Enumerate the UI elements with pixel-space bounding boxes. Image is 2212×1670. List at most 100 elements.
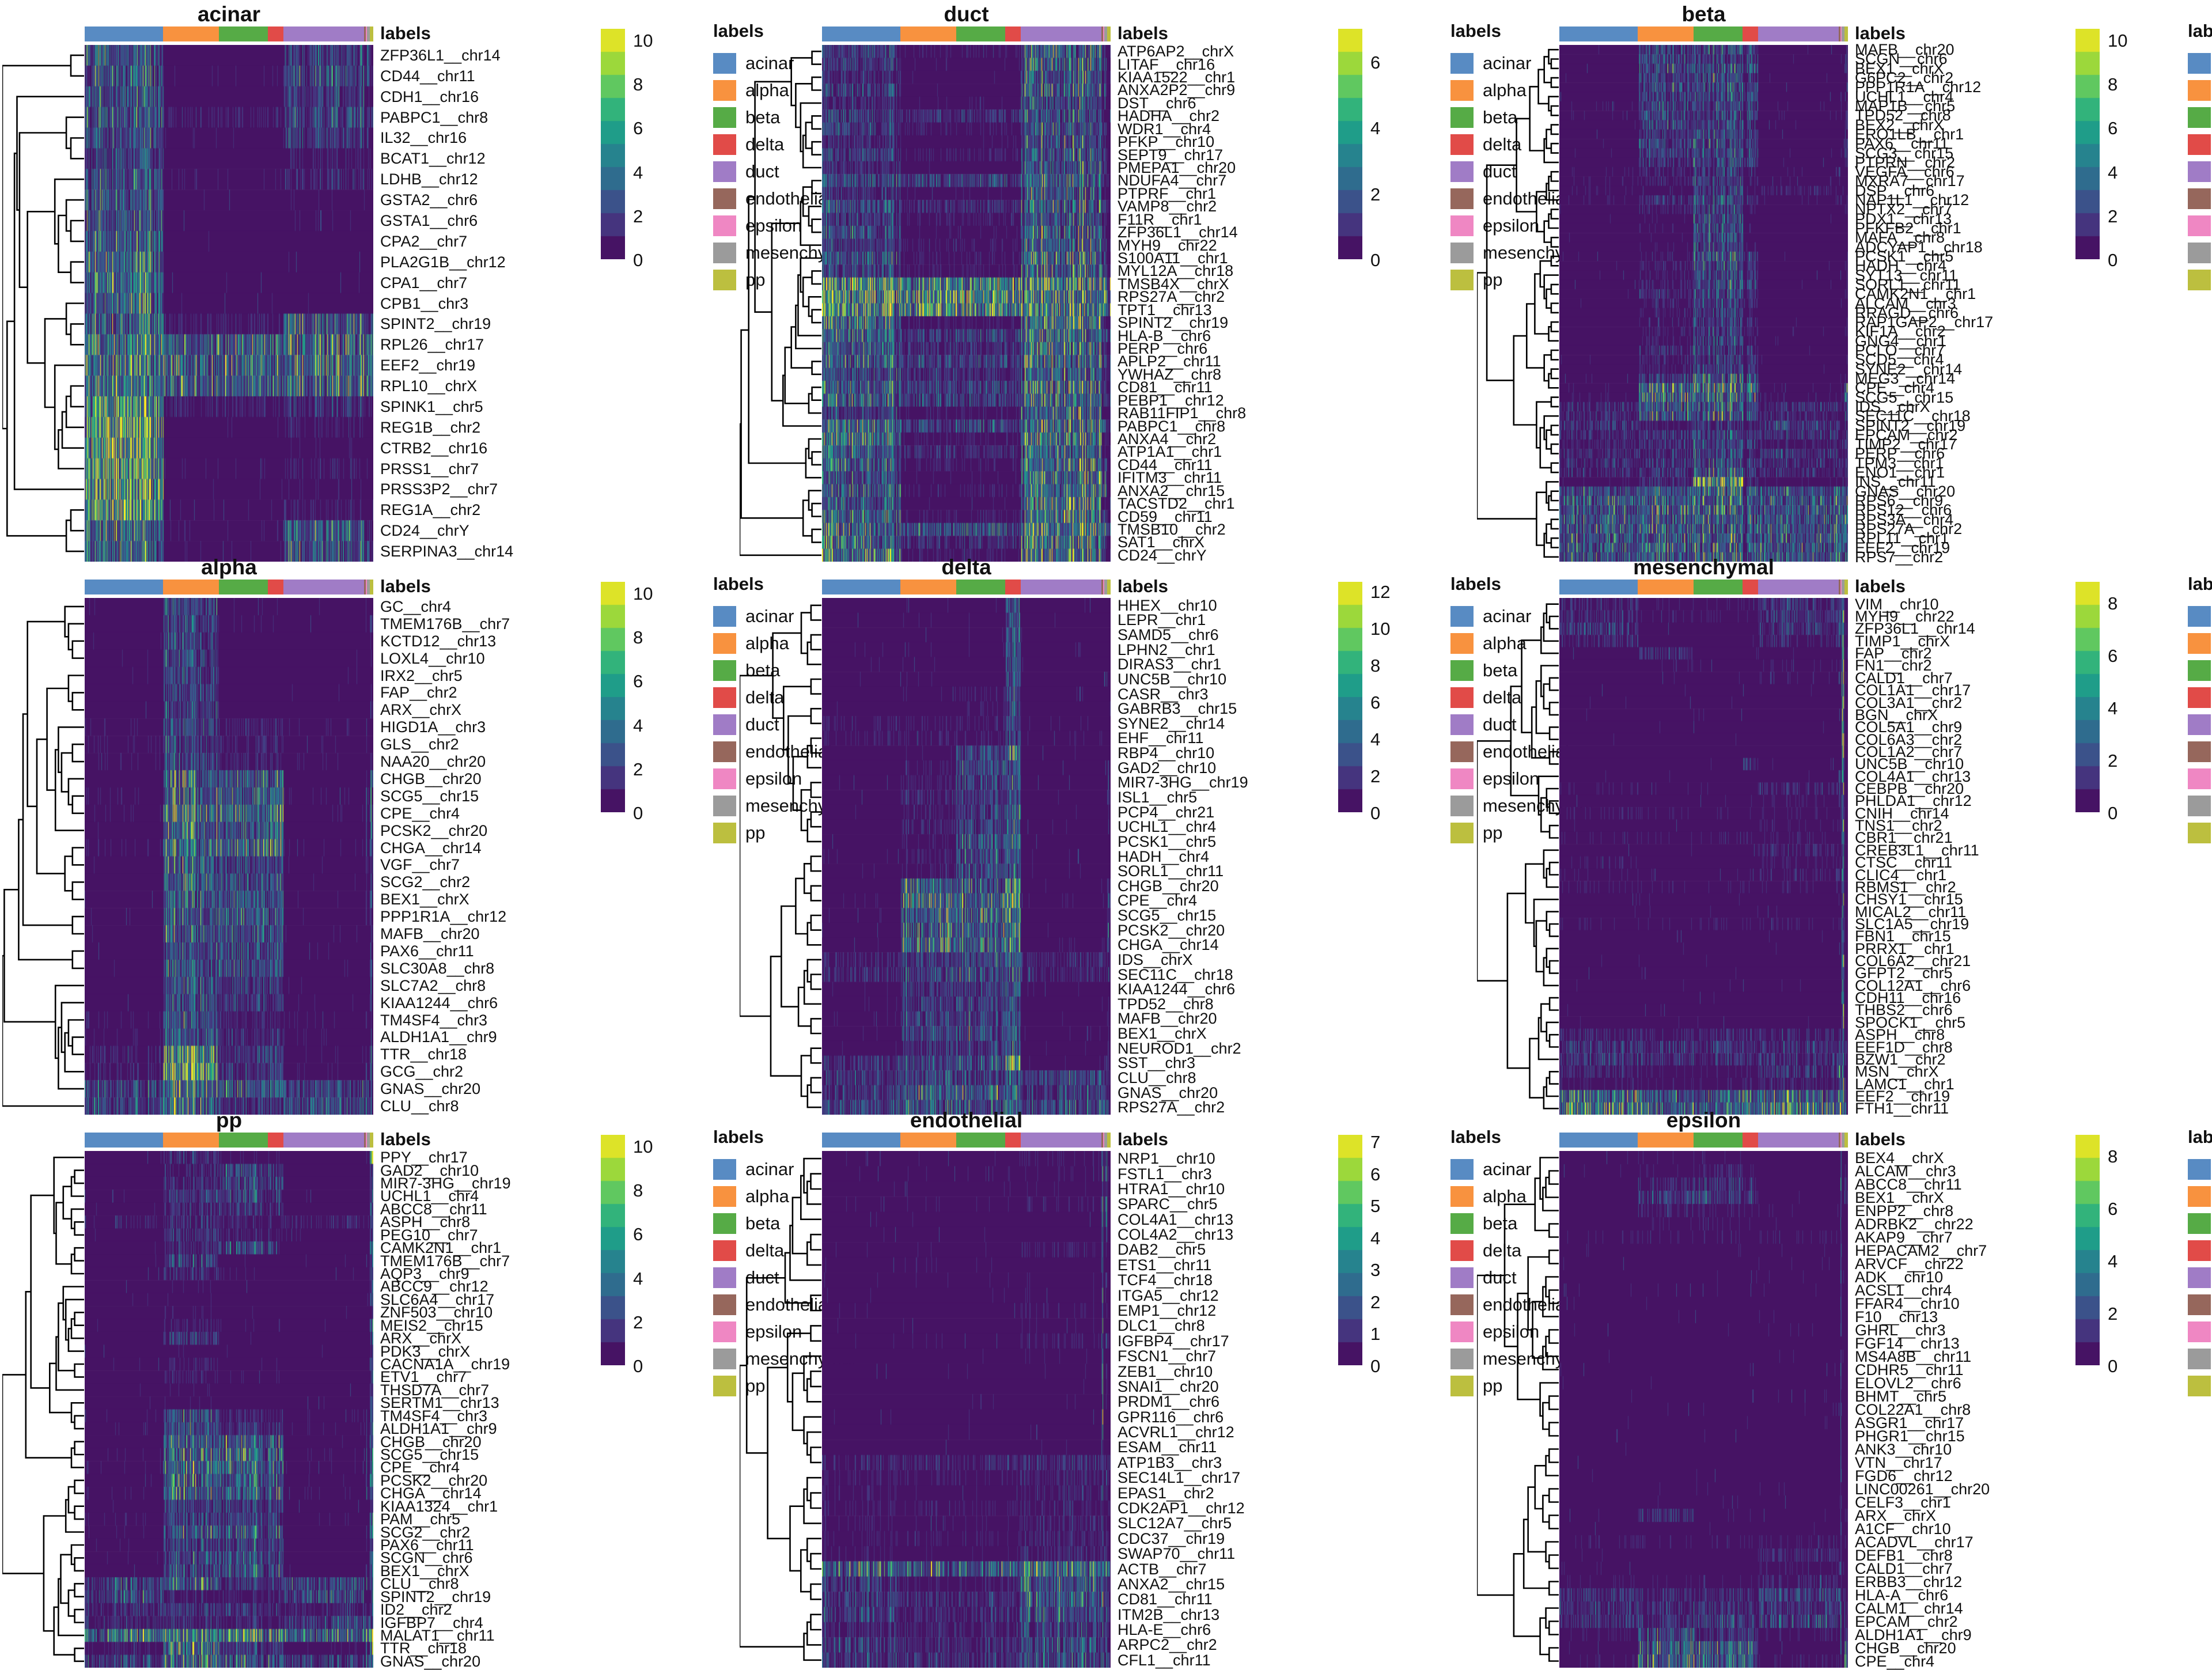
gene-label: ARX__chrX [1855,1506,1937,1524]
gene-label: EEF2__chr19 [380,357,476,374]
legend-swatch-duct [713,714,736,735]
gene-label: CACNA1A__chr19 [380,1355,510,1373]
annotation-segment-endothelial [1838,1133,1840,1148]
annotation-segment-pp [369,1133,373,1148]
panel-pp: pp labels PPY__chr17 GAD2__chr10 MIR7-3HG__c… [0,1106,855,1669]
gene-label: GNAS__chr20 [380,1652,481,1670]
legend-swatch-beta [713,107,736,128]
gene-label: FSTL1__chr3 [1118,1165,1212,1183]
legend-entry-beta: beta [713,657,886,684]
annotation-segment-pp [369,26,373,41]
annotation-segment-pp [1844,1133,1848,1148]
legend-entry-acinar: acinar [1450,603,1623,630]
gene-label: IFITM3__chr11 [1118,469,1222,487]
gene-label: CEBPB__chr20 [1855,780,1964,798]
legend-swatch-beta [2188,660,2211,681]
colorbar-tick-label: 0 [2108,803,2118,823]
gene-label: HEPACAM2__chr7 [1855,1241,1987,1259]
gene-label: WDR1__chr4 [1118,120,1211,138]
gene-label: SYT13__chr11 [1855,266,1958,284]
heatmap-canvas-pp [85,1151,373,1668]
annotation-segment-epsilon [1103,1133,1104,1148]
colorbar-tick-label: 8 [2108,593,2118,614]
annotation-segment-alpha [900,1133,956,1148]
gene-label: RPL11__chr1 [1855,529,1949,547]
gene-label: TMSB4X__chrX [1118,275,1229,293]
gene-label: SEPT9__chr17 [1118,146,1224,164]
gene-label: AKAP9__chr7 [1855,1228,1953,1246]
legend-entry-delta: delta [2188,684,2212,711]
annotation-segment-mesenchymal [366,1133,370,1148]
gene-label: RAP1GAP2__chr17 [1855,313,1994,331]
gene-label: BGN__chrX [1855,706,1938,724]
legend-label: alpha [1483,1186,1527,1206]
legend-entry-pp: pp [713,1372,886,1399]
annotation-segment-duct [1020,580,1101,594]
gene-label: PFKFB2__chr1 [1855,219,1961,237]
gene-label: PAX6__chr11 [380,942,474,960]
colorbar-tick-label: 8 [633,74,643,95]
colorbar-tick-label: 2 [2108,751,2118,771]
gene-label: VTN__chr17 [1855,1453,1942,1471]
legend-swatch-delta [713,687,736,708]
gene-label: BEX2__chrX [1855,116,1944,134]
legend-swatch-epsilon [1450,768,1474,789]
colorbar-tick-label: 2 [1370,766,1381,786]
gene-label: FTH1__chr11 [1855,1100,1949,1118]
panel-title: delta [941,555,991,579]
gene-label: DLC1__chr8 [1118,1317,1205,1335]
legend-swatch-alpha [1450,1186,1474,1207]
colorbar-tick-label: 3 [1370,1260,1381,1281]
annotation-segment-duct [1758,1133,1839,1148]
legend-swatch-beta [713,660,736,681]
gene-label: F10__chr13 [1855,1308,1938,1326]
annotation-segment-duct [283,1133,364,1148]
legend-entry-endothelial: endothelial [1450,185,1623,212]
legend-swatch-beta [1450,660,1474,681]
legend-entry-pp: pp [1450,819,1623,846]
annotation-segment-endothelial [363,26,366,41]
gene-label: VEGFA__chr6 [1855,163,1955,181]
panel-mesenchymal: mesenchymal labels VIM__chr10 MYH9__chr22 ZF… [1475,553,2212,1116]
colorbar [2075,1135,2100,1365]
gene-label: NAA20__chr20 [380,753,486,771]
row-dendrogram [1477,603,1559,1109]
legend-swatch-acinar [2188,1158,2211,1180]
legend-swatch-epsilon [713,215,736,236]
gene-label: TPM3__chr1 [1855,454,1944,472]
gene-label: REG1A__chr2 [380,501,481,519]
colorbar-tick-label: 8 [633,627,643,648]
gene-label: CPA1__chr7 [380,274,468,291]
gene-label: CD24__chrY [380,522,469,540]
gene-label: RBP4__chr10 [1118,744,1215,762]
gene-label: LPHN2__chr1 [1118,641,1215,658]
gene-label: SCG3__chr15 [1855,144,1954,162]
legend-entry-delta: delta [1450,131,1623,158]
gene-label: KIAA1522__chr1 [1118,69,1236,86]
legend-swatch-beta [1450,107,1474,128]
legend-entry-duct: duct [2188,158,2212,185]
annotation-segment-acinar [1559,26,1638,41]
gene-label: ADCYAP1__chr18 [1855,238,1983,256]
legend-title: labels [2188,1127,2212,1147]
colorbar-tick-label: 10 [2108,31,2128,51]
gene-label: UCHL1__chr4 [1855,88,1954,105]
gene-label: SCG5__chr15 [1118,907,1217,924]
gene-label: RPL10__chrX [380,377,478,395]
annotation-segment-alpha [163,26,219,41]
annotation-segment-duct [1758,26,1839,41]
gene-label: NPTX2__chr7 [1855,200,1953,218]
gene-labels: BEX4__chrX ALCAM__chr3 ABCC8__chr11 BEX1__c… [1855,1106,2097,1669]
gene-labels: ZFP36L1__chr14 CD44__chr11 CDH1__chr16 PABP… [380,0,622,559]
gene-labels: HHEX__chr10 LEPR__chr1 SAMD5__chr6 LPHN2__c… [1118,553,1359,1115]
gene-label: LEPR__chr1 [1118,611,1206,629]
column-annotation-bar [1559,580,1848,594]
gene-label: VGF__chr7 [380,856,460,874]
gene-label: RPL26__chr17 [380,336,484,354]
panel-endothelial: endothelial labels NRP1__chr10 FSTL1__chr3 H… [737,1106,1593,1668]
gene-label: CPE__chr4 [1855,1652,1935,1670]
gene-label: SCG2__chr2 [380,1523,471,1541]
gene-label: HLA-A__chr6 [1855,1586,1949,1604]
panel-title: beta [1681,2,1726,26]
gene-label: MALAT1__chr11 [380,1626,495,1644]
